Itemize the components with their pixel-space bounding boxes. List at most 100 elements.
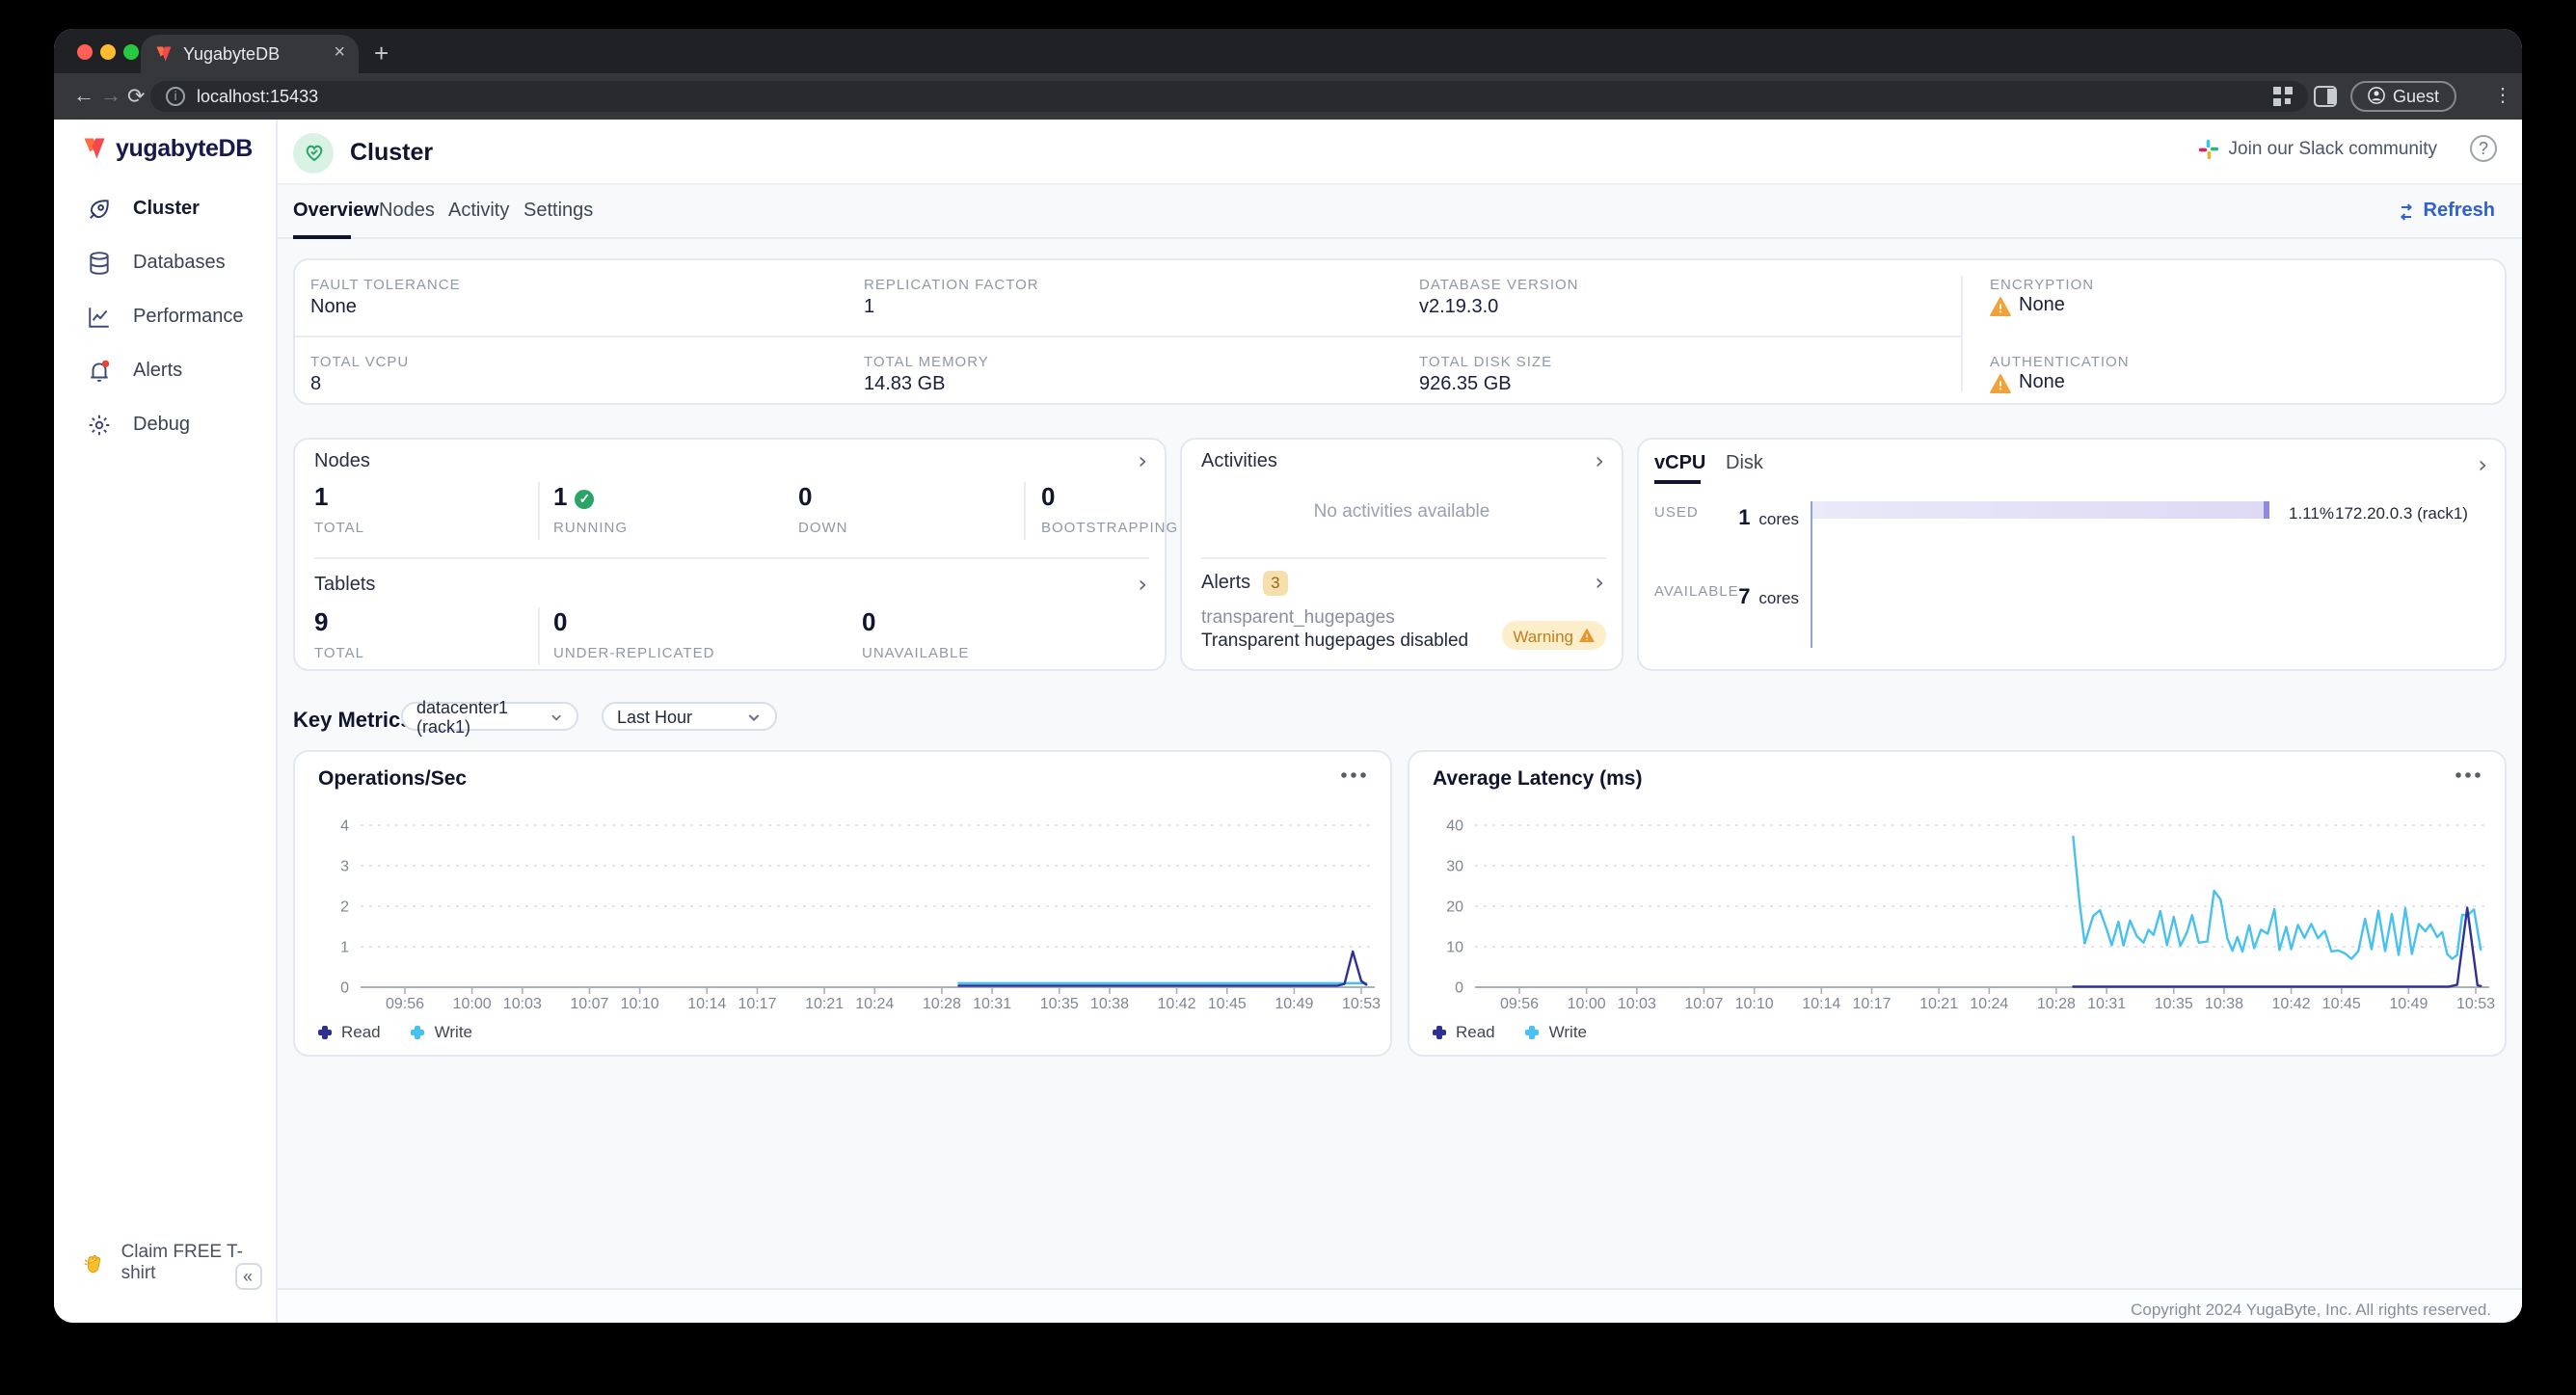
- chart-menu-icon[interactable]: [2455, 772, 2482, 780]
- time-range-select-value: Last Hour: [617, 707, 693, 727]
- tab-search-icon[interactable]: [2271, 85, 2294, 108]
- svg-text:10:42: 10:42: [2272, 997, 2311, 1013]
- warning-icon: [1579, 629, 1595, 643]
- gear-icon: [89, 414, 110, 435]
- logo-text: yugabyteDB: [116, 134, 253, 161]
- svg-text:10:07: 10:07: [1684, 997, 1723, 1013]
- forward-icon[interactable]: →: [100, 84, 121, 108]
- help-icon[interactable]: ?: [2470, 135, 2497, 162]
- tablets-under-replicated-value: 0: [553, 606, 568, 636]
- minimize-window-button[interactable]: [100, 43, 116, 59]
- svg-text:2: 2: [340, 900, 349, 917]
- replication-factor-label: REPLICATION FACTOR: [864, 276, 1039, 294]
- cluster-health-badge: [293, 132, 334, 173]
- back-icon[interactable]: ←: [73, 84, 94, 108]
- svg-text:10:35: 10:35: [1040, 997, 1079, 1013]
- browser-window: YugabyteDB × + ← → ⟳ i localhost:15433: [54, 29, 2522, 1323]
- profile-button[interactable]: Guest: [2350, 80, 2457, 111]
- waving-hand-icon: [84, 1253, 101, 1273]
- nodes-running-label: RUNNING: [553, 518, 628, 536]
- site-info-icon[interactable]: i: [166, 86, 185, 106]
- nodes-chevron-icon[interactable]: ›: [1138, 446, 1147, 474]
- sidebar-item-performance[interactable]: Performance: [54, 289, 275, 343]
- collapse-sidebar-button[interactable]: «: [234, 1263, 261, 1290]
- svg-text:30: 30: [1446, 860, 1463, 876]
- legend-item-read[interactable]: Read: [1433, 1023, 1495, 1042]
- bell-icon: [91, 359, 110, 382]
- tablets-unavailable-label: UNAVAILABLE: [862, 643, 970, 661]
- yugabytedb-logo-icon: [84, 137, 105, 158]
- claim-tshirt-button[interactable]: Claim FREE T-shirt: [81, 1242, 275, 1284]
- cluster-stats-card: FAULT TOLERANCE None REPLICATION FACTOR …: [293, 257, 2507, 406]
- cpu-chevron-icon[interactable]: ›: [2478, 450, 2487, 478]
- tab-disk[interactable]: Disk: [1726, 452, 1763, 474]
- tablets-total-value: 9: [314, 606, 329, 636]
- tab-activity[interactable]: Activity: [448, 201, 510, 223]
- active-tab-underline: [293, 235, 351, 240]
- svg-text:09:56: 09:56: [386, 997, 424, 1013]
- tab-vcpu[interactable]: vCPU: [1654, 452, 1706, 474]
- maximize-window-button[interactable]: [123, 43, 139, 59]
- refresh-button[interactable]: Refresh: [2397, 201, 2495, 223]
- tab-settings[interactable]: Settings: [523, 201, 594, 223]
- slack-link-label: Join our Slack community: [2228, 139, 2437, 160]
- svg-text:10:14: 10:14: [687, 997, 726, 1013]
- sidebar-item-databases[interactable]: Databases: [54, 235, 275, 289]
- svg-text:3: 3: [340, 860, 349, 876]
- alert-name[interactable]: transparent_hugepages: [1201, 606, 1395, 629]
- side-panel-icon[interactable]: [2314, 85, 2337, 108]
- claim-tshirt-label: Claim FREE T-shirt: [121, 1242, 243, 1284]
- alerts-chevron-icon[interactable]: ›: [1595, 568, 1604, 596]
- cpu-tab-underline: [1654, 480, 1701, 485]
- nodes-total-label: TOTAL: [314, 518, 364, 536]
- svg-text:09:56: 09:56: [1500, 997, 1539, 1013]
- svg-text:10:00: 10:00: [1568, 997, 1606, 1013]
- warning-icon: [1990, 373, 2011, 393]
- sidebar-item-debug[interactable]: Debug: [54, 397, 275, 451]
- cpu-available-unit: cores: [1758, 587, 1799, 607]
- svg-text:10:10: 10:10: [621, 997, 659, 1013]
- check-circle-icon: ✓: [575, 489, 595, 509]
- total-vcpu-label: TOTAL VCPU: [310, 353, 410, 371]
- svg-text:10:45: 10:45: [1208, 997, 1247, 1013]
- browser-tab[interactable]: YugabyteDB ×: [141, 35, 359, 73]
- svg-text:40: 40: [1446, 819, 1463, 836]
- profile-label: Guest: [2393, 86, 2440, 105]
- cpu-card: vCPU Disk › USED 1 cores 1.11%: [1637, 437, 2507, 671]
- key-metrics-title: Key Metrics: [293, 710, 413, 734]
- activities-chevron-icon[interactable]: ›: [1595, 446, 1604, 474]
- read-legend-marker: [1433, 1025, 1446, 1039]
- authentication-value: None: [2019, 372, 2065, 394]
- svg-text:10:03: 10:03: [1618, 997, 1656, 1013]
- yugabytedb-logo[interactable]: yugabyteDB: [81, 134, 253, 161]
- tablets-chevron-icon[interactable]: ›: [1138, 570, 1147, 598]
- sidebar-item-cluster[interactable]: Cluster: [54, 181, 275, 235]
- time-range-select[interactable]: Last Hour: [602, 701, 777, 732]
- tab-nodes[interactable]: Nodes: [379, 201, 435, 223]
- reload-icon[interactable]: ⟳: [127, 85, 146, 109]
- legend-item-write[interactable]: Write: [1525, 1023, 1587, 1042]
- nodes-card: Nodes › 1 TOTAL 1 ✓ RUNNING 0 DOWN 0 BOOT…: [293, 437, 1177, 671]
- sidebar-item-alerts[interactable]: Alerts: [54, 343, 275, 397]
- warning-icon: [1990, 296, 2011, 316]
- tab-overview[interactable]: Overview: [293, 201, 379, 223]
- yugabytedb-favicon: [156, 46, 172, 62]
- browser-menu-icon[interactable]: ⋮: [2493, 85, 2512, 107]
- nodes-down-value: 0: [798, 481, 813, 511]
- legend-item-write[interactable]: Write: [411, 1023, 472, 1042]
- total-disk-value: 926.35 GB: [1419, 374, 1512, 396]
- legend-item-read[interactable]: Read: [318, 1023, 381, 1042]
- activities-card: Activities › No activities available Ale…: [1180, 437, 1623, 671]
- close-window-button[interactable]: [77, 43, 93, 59]
- tablets-under-replicated-label: UNDER-REPLICATED: [553, 643, 715, 661]
- close-tab-icon[interactable]: ×: [334, 42, 345, 64]
- read-legend-marker: [318, 1025, 332, 1039]
- chevron-down-icon: [551, 714, 561, 721]
- url-bar[interactable]: i localhost:15433: [150, 81, 2308, 111]
- region-select[interactable]: datacenter1 (rack1): [401, 697, 578, 736]
- chart-menu-icon[interactable]: [1340, 772, 1367, 780]
- new-tab-button[interactable]: +: [374, 39, 389, 67]
- slack-community-link[interactable]: Join our Slack community: [2198, 139, 2437, 160]
- nodes-title: Nodes: [314, 450, 370, 472]
- sidebar-nav: Cluster Databases Performance: [54, 181, 275, 451]
